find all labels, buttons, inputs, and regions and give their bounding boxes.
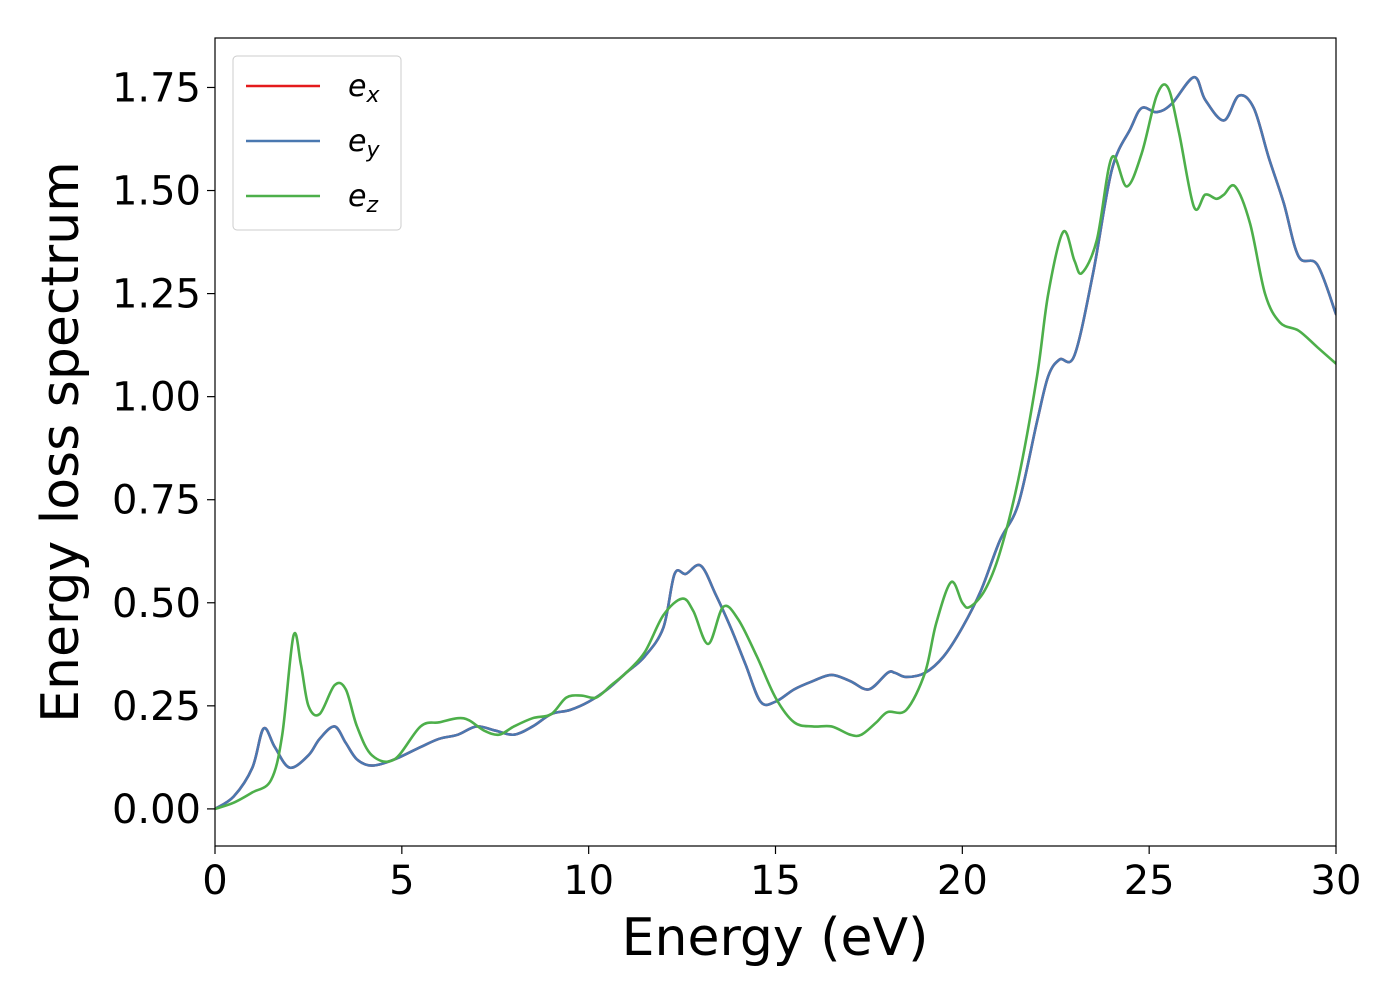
x-axis-label: Energy (eV)	[622, 908, 929, 968]
legend: ex ey ez	[232, 55, 402, 231]
y-tick-label: 0.00	[112, 787, 201, 833]
y-axis-label: Energy loss spectrum	[31, 161, 91, 723]
x-tick-label: 10	[563, 858, 614, 904]
y-tick-label: 0.75	[112, 478, 201, 524]
x-tick-label: 5	[389, 858, 414, 904]
x-axis-ticks: 0 5 10 15 20 25 30	[202, 846, 1361, 904]
x-tick-label: 25	[1124, 858, 1175, 904]
y-tick-label: 1.50	[112, 169, 201, 215]
series-line-y	[215, 75, 1336, 811]
x-tick-label: 0	[202, 858, 227, 904]
x-tick-label: 20	[937, 858, 988, 904]
legend-label-y: ey	[348, 124, 380, 163]
y-tick-label: 0.50	[112, 581, 201, 627]
y-axis-ticks: 0.00 0.25 0.50 0.75 1.00 1.25 1.50 1.75	[112, 65, 215, 833]
plot-lines	[215, 75, 1336, 811]
y-tick-label: 1.75	[112, 65, 201, 111]
x-tick-label: 15	[750, 858, 801, 904]
x-tick-label: 30	[1311, 858, 1362, 904]
y-tick-label: 1.25	[112, 272, 201, 318]
series-line-z	[215, 83, 1336, 811]
legend-label-z: ez	[348, 179, 378, 218]
legend-frame	[232, 55, 402, 231]
y-tick-label: 0.25	[112, 684, 201, 730]
legend-label-x: ex	[348, 69, 380, 108]
y-tick-label: 1.00	[112, 375, 201, 421]
